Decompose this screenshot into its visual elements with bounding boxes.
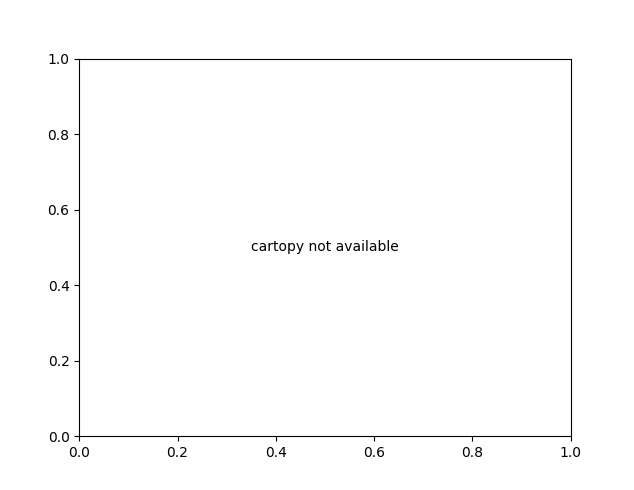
Text: cartopy not available: cartopy not available <box>251 241 399 254</box>
